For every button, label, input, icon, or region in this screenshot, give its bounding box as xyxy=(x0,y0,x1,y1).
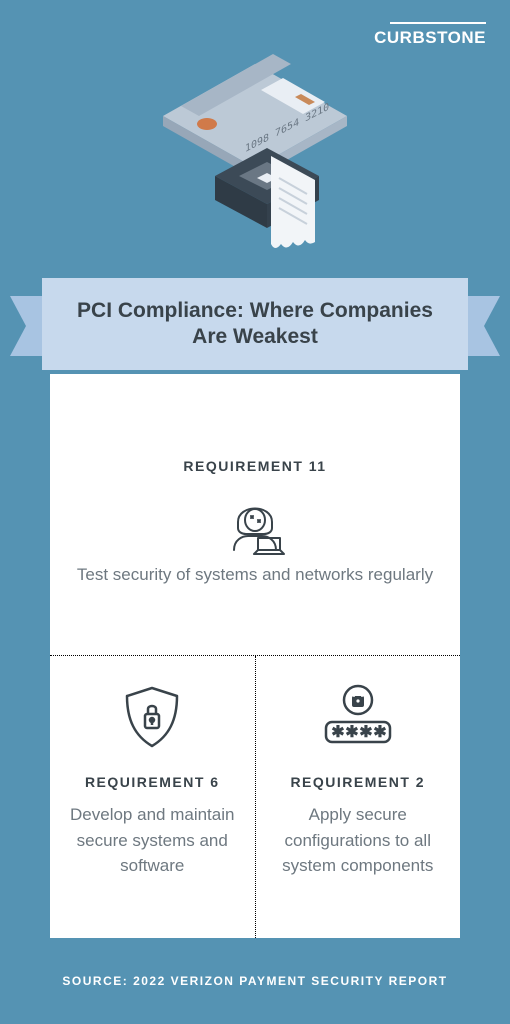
requirement-label: REQUIREMENT 11 xyxy=(183,458,326,474)
requirement-label: REQUIREMENT 2 xyxy=(290,774,425,790)
svg-text:✱: ✱ xyxy=(373,724,386,741)
shield-lock-icon xyxy=(121,680,183,754)
brand-rule xyxy=(390,22,486,24)
requirements-card: REQUIREMENT 11 Test security of s xyxy=(50,374,460,938)
brand-block: CURBSTONE xyxy=(374,22,486,48)
hero-graphic: 1098 7654 3210 xyxy=(145,52,365,262)
payment-terminal-icon: 1098 7654 3210 xyxy=(145,52,365,262)
requirement-desc: Test security of systems and networks re… xyxy=(77,562,433,588)
source-line: SOURCE: 2022 VERIZON PAYMENT SECURITY RE… xyxy=(0,974,510,988)
hacker-icon xyxy=(218,488,292,562)
page-title: PCI Compliance: Where Companies Are Weak… xyxy=(62,298,448,351)
brand-name: CURBSTONE xyxy=(374,28,486,48)
svg-text:✱: ✱ xyxy=(331,724,344,741)
requirement-desc: Apply secure configurations to all syste… xyxy=(272,802,445,879)
password-lock-icon: ✱ ✱ ✱ ✱ xyxy=(318,680,398,754)
svg-text:✱: ✱ xyxy=(345,724,358,741)
title-ribbon: PCI Compliance: Where Companies Are Weak… xyxy=(0,278,510,374)
requirements-row: REQUIREMENT 6 Develop and maintain secur… xyxy=(50,656,460,938)
svg-text:✱: ✱ xyxy=(359,724,372,741)
ribbon-body: PCI Compliance: Where Companies Are Weak… xyxy=(42,278,468,370)
requirement-top: REQUIREMENT 11 Test security of s xyxy=(50,374,460,656)
requirement-desc: Develop and maintain secure systems and … xyxy=(66,802,239,879)
requirement-right: ✱ ✱ ✱ ✱ REQUIREMENT 2 Apply secure confi… xyxy=(256,656,461,938)
requirement-left: REQUIREMENT 6 Develop and maintain secur… xyxy=(50,656,256,938)
requirement-label: REQUIREMENT 6 xyxy=(85,774,220,790)
